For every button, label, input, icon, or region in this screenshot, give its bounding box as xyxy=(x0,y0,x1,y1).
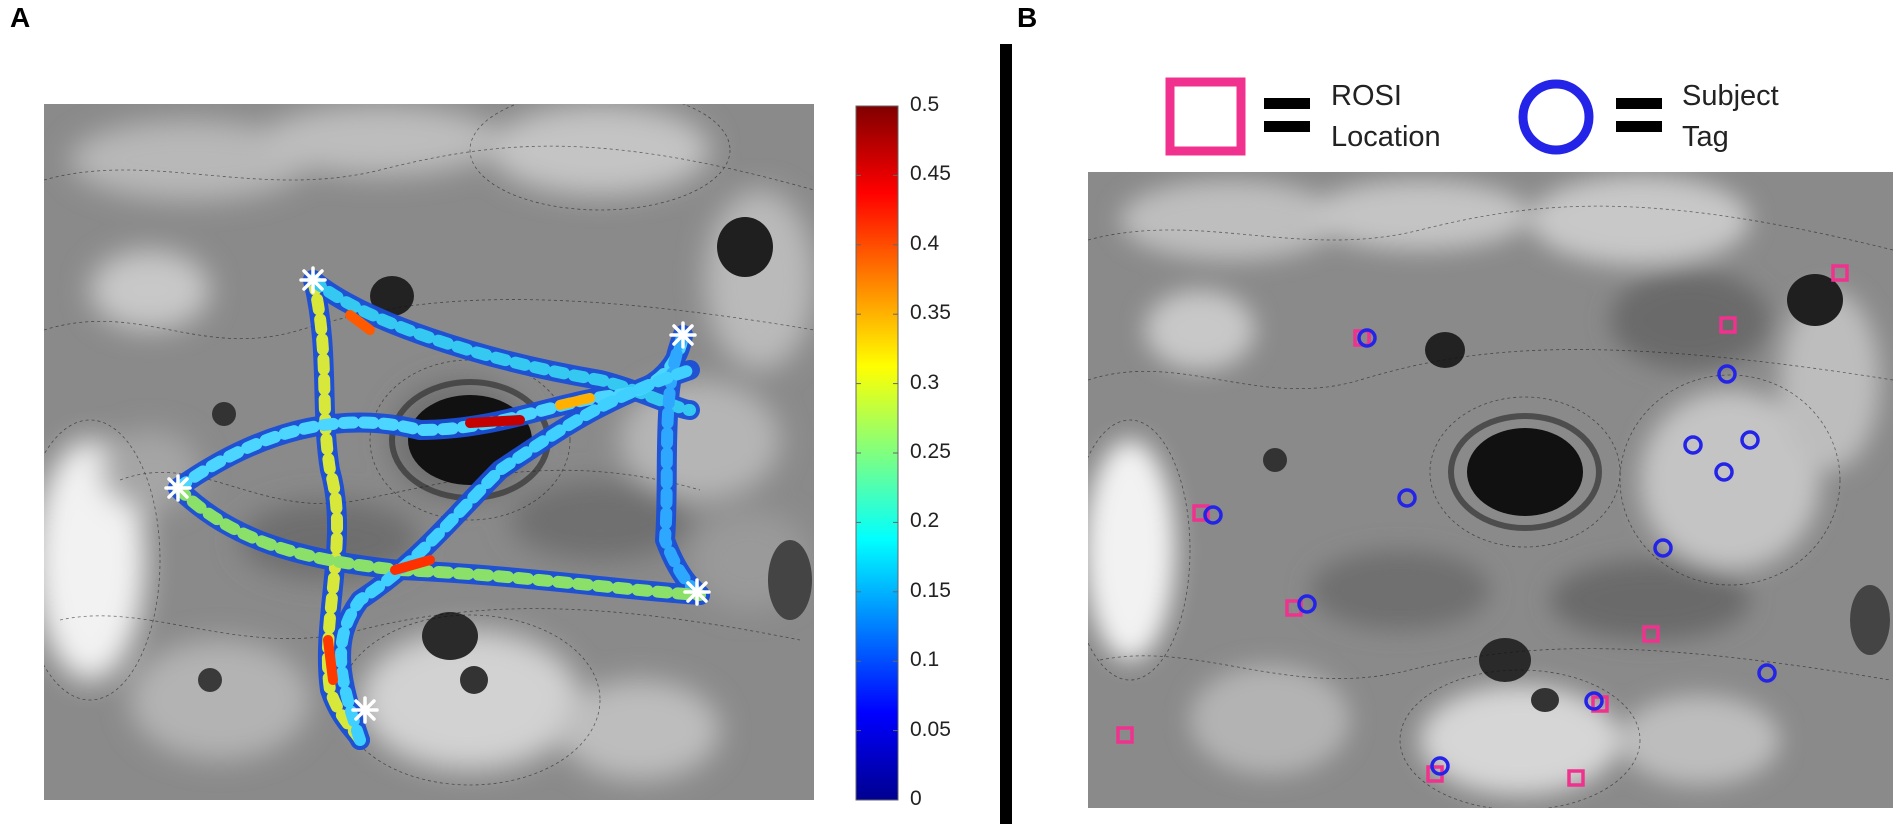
colorbar xyxy=(855,105,899,801)
panel-a-contours xyxy=(44,104,814,786)
colorbar-tick-label: 0.5 xyxy=(910,93,940,116)
legend-equals-2-top xyxy=(1616,98,1662,109)
colorbar-tick-label: 0 xyxy=(910,787,922,810)
colorbar-tick-label: 0.1 xyxy=(910,648,940,672)
panel-a-markers xyxy=(164,266,711,724)
star-marker-4 xyxy=(683,578,711,606)
legend xyxy=(1165,77,1662,156)
star-marker-1 xyxy=(299,266,327,294)
star-marker-3 xyxy=(164,474,192,502)
panel-divider xyxy=(1000,44,1012,824)
panel-b-dark-pits xyxy=(1263,274,1890,712)
legend-equals-1-top xyxy=(1264,98,1310,109)
colorbar-tick-label: 0.35 xyxy=(910,301,951,325)
colorbar-tick-label: 0.05 xyxy=(910,717,951,741)
legend-subject-text: Subject Tag xyxy=(1682,76,1779,158)
colorbar-tick-label: 0.15 xyxy=(910,578,951,602)
legend-equals-1-bottom xyxy=(1264,121,1310,132)
colorbar-tick-label: 0.25 xyxy=(910,440,951,463)
colorbar-tick-label: 0.45 xyxy=(910,162,951,186)
legend-rosi-line1: ROSI xyxy=(1331,80,1402,112)
panel-b-map xyxy=(1088,172,1893,808)
legend-subject-line1: Subject xyxy=(1682,80,1779,112)
panel-label-b: B xyxy=(1017,2,1038,33)
legend-rosi-text: ROSI Location xyxy=(1331,76,1441,158)
panel-b-contours xyxy=(1088,205,1893,808)
star-marker-5 xyxy=(351,696,379,724)
legend-equals-2-bottom xyxy=(1616,121,1662,132)
legend-subject-line2: Tag xyxy=(1682,121,1729,153)
legend-subject-swatch xyxy=(1518,79,1594,155)
colorbar-tick-label: 0.3 xyxy=(910,370,940,394)
panel-label-a: A xyxy=(10,2,31,33)
colorbar-tick-label: 0.4 xyxy=(910,231,940,255)
panel-a-map xyxy=(44,104,814,800)
legend-rosi-swatch xyxy=(1165,77,1246,156)
colorbar-tick-label: 0.2 xyxy=(910,509,940,533)
subject-tag-markers xyxy=(1203,328,1777,776)
legend-rosi-line2: Location xyxy=(1331,121,1441,153)
star-marker-2 xyxy=(669,321,697,349)
panel-a-trajectories xyxy=(168,270,710,750)
